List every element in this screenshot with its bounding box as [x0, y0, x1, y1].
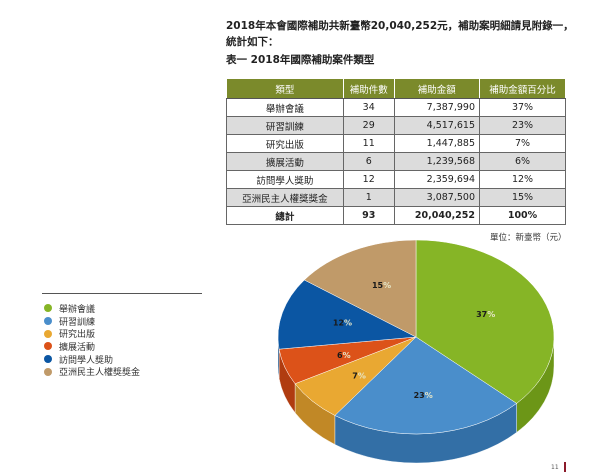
cell-percent: 100% [479, 206, 566, 225]
intro-paragraph: 2018年本會國際補助共新臺幣20,040,252元，補助案明細請見附錄一，統計… [226, 20, 574, 48]
total-row: 總計 93 20,040,252 100% [226, 206, 566, 225]
slice-value: 23 [414, 391, 425, 400]
cell-amount: 3,087,500 [393, 188, 481, 207]
legend-item: 研究出版 [44, 327, 140, 340]
table-row: 亞洲民主人權獎獎金 1 3,087,500 15% [226, 188, 566, 207]
cell-amount: 1,447,885 [393, 134, 481, 153]
slice-label: 37% [476, 310, 495, 319]
unit-note: 單位：新臺幣（元） [490, 233, 567, 243]
legend-item: 研習訓練 [44, 315, 140, 328]
legend-label: 亞洲民主人權獎獎金 [59, 368, 141, 379]
legend-item: 舉辦會議 [44, 302, 140, 315]
legend-item: 亞洲民主人權獎獎金 [44, 365, 140, 378]
slice-label: 12% [333, 319, 352, 328]
legend-dot-icon [44, 317, 52, 326]
slice-value: 12 [333, 319, 344, 328]
slice-value: 15 [372, 281, 384, 290]
table-caption: 表一 2018年國際補助案件類型 [226, 54, 375, 66]
slice-value: 37 [476, 310, 487, 319]
legend-item: 擴展活動 [44, 340, 140, 353]
cell-type: 總計 [226, 206, 344, 225]
slice-label: 7% [352, 371, 366, 380]
header-type: 類型 [226, 78, 344, 99]
table-row: 舉辦會議 34 7,387,990 37% [226, 98, 566, 117]
pie-slice-0 [415, 239, 555, 404]
slice-value: 7 [352, 371, 358, 380]
cell-amount: 4,517,615 [393, 116, 481, 135]
legend-item: 訪問學人獎助 [44, 353, 140, 366]
cell-percent: 6% [479, 152, 566, 171]
legend-dot-icon [44, 367, 52, 376]
page-number: 11 [551, 464, 559, 471]
legend-dot-icon [44, 304, 52, 313]
chart-legend: 舉辦會議研習訓練研究出版 擴展活動訪問學人獎助亞洲民主人權獎獎金 [44, 302, 140, 378]
divider [42, 293, 202, 294]
legend-label: 擴展活動 [59, 342, 96, 353]
page-marker [564, 462, 566, 472]
slice-label: 6% [337, 351, 351, 360]
slice-label: 23% [414, 391, 433, 400]
pie-slice-4 [277, 279, 417, 350]
legend-dot-icon [44, 355, 52, 364]
legend-label: 研究出版 [59, 330, 96, 341]
slice-value: 6 [337, 351, 343, 360]
cell-percent: 23% [479, 116, 566, 135]
legend-dot-icon [44, 342, 52, 351]
legend-label: 研習訓練 [59, 317, 96, 328]
cell-type: 訪問學人獎助 [226, 170, 344, 189]
legend-label: 訪問學人獎助 [59, 355, 114, 366]
legend-label: 舉辦會議 [59, 304, 96, 315]
cell-type: 擴展活動 [226, 152, 344, 171]
cell-count: 93 [342, 206, 395, 225]
table-row: 訪問學人獎助 12 2,359,694 12% [226, 170, 566, 189]
pie-slice-5 [303, 239, 417, 338]
subsidy-table: 類型 補助件數 補助金額 補助金額百分比 舉辦會議 34 7,387,990 37% 研… [226, 78, 566, 225]
table-row: 研究出版 11 1,447,885 7% [226, 134, 566, 153]
header-percent: 補助金額百分比 [479, 78, 566, 99]
legend-dot-icon [44, 329, 52, 338]
cell-amount: 20,040,252 [393, 206, 481, 225]
cell-type: 亞洲民主人權獎獎金 [226, 188, 344, 207]
slice-label: 15% [372, 281, 391, 290]
pie-slice-1 [334, 336, 518, 435]
